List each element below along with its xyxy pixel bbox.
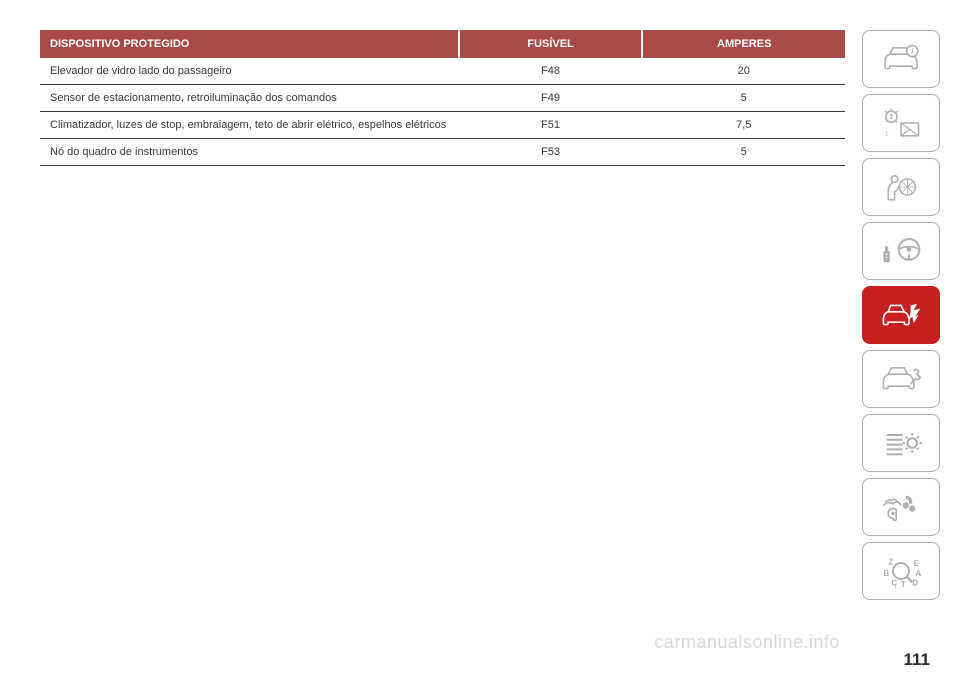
fuse-table: DISPOSITIVO PROTEGIDO FUSÍVEL AMPERES El…: [40, 30, 845, 166]
page-number: 111: [904, 650, 931, 670]
sidebar-tab-maintenance[interactable]: [862, 350, 940, 408]
cell-device: Sensor de estacionamento, retroiluminaçã…: [40, 85, 459, 112]
cell-amperes: 5: [642, 85, 845, 112]
svg-text:A: A: [915, 569, 921, 578]
sidebar-tab-safety[interactable]: [862, 158, 940, 216]
maintenance-icon: [877, 359, 925, 399]
table-header-row: DISPOSITIVO PROTEGIDO FUSÍVEL AMPERES: [40, 30, 845, 58]
main-content: DISPOSITIVO PROTEGIDO FUSÍVEL AMPERES El…: [40, 30, 845, 166]
svg-text:T: T: [901, 580, 906, 589]
cell-fuse: F51: [459, 112, 643, 139]
cell-amperes: 7,5: [642, 112, 845, 139]
table-row: Nó do quadro de instrumentos F53 5: [40, 139, 845, 166]
svg-text:B: B: [883, 569, 889, 578]
watermark-text: carmanualsonline.info: [654, 632, 840, 653]
svg-text:1: 1: [885, 131, 889, 138]
sidebar-tab-dashboard[interactable]: 1: [862, 94, 940, 152]
cell-fuse: F49: [459, 85, 643, 112]
key-steering-icon: [877, 231, 925, 271]
cell-amperes: 5: [642, 139, 845, 166]
header-fuse: FUSÍVEL: [459, 30, 643, 58]
table-row: Sensor de estacionamento, retroiluminaçã…: [40, 85, 845, 112]
emergency-collision-icon: [877, 295, 925, 335]
cell-device: Nó do quadro de instrumentos: [40, 139, 459, 166]
sidebar-tabs: i 1: [862, 30, 942, 600]
cell-device: Climatizador, luzes de stop, embraiagem,…: [40, 112, 459, 139]
sidebar-tab-starting[interactable]: [862, 222, 940, 280]
cell-fuse: F53: [459, 139, 643, 166]
svg-text:Z: Z: [888, 558, 893, 567]
table-row: Elevador de vidro lado do passageiro F48…: [40, 58, 845, 85]
dashboard-warning-icon: 1: [877, 103, 925, 143]
cell-device: Elevador de vidro lado do passageiro: [40, 58, 459, 85]
settings-list-icon: [877, 423, 925, 463]
cell-amperes: 20: [642, 58, 845, 85]
svg-text:I: I: [895, 584, 897, 591]
sidebar-tab-techdata[interactable]: [862, 414, 940, 472]
sidebar-tab-multimedia[interactable]: [862, 478, 940, 536]
sidebar-tab-vehicle-info[interactable]: i: [862, 30, 940, 88]
header-device: DISPOSITIVO PROTEGIDO: [40, 30, 459, 58]
cell-fuse: F48: [459, 58, 643, 85]
svg-text:D: D: [912, 578, 918, 587]
sidebar-tab-index[interactable]: Z B E A D T C I: [862, 542, 940, 600]
header-amperes: AMPERES: [642, 30, 845, 58]
airbag-safety-icon: [877, 167, 925, 207]
svg-text:E: E: [914, 559, 920, 568]
multimedia-nav-icon: [877, 487, 925, 527]
vehicle-info-icon: i: [877, 39, 925, 79]
index-icon: Z B E A D T C I: [877, 551, 925, 591]
sidebar-tab-emergency[interactable]: [862, 286, 940, 344]
table-row: Climatizador, luzes de stop, embraiagem,…: [40, 112, 845, 139]
